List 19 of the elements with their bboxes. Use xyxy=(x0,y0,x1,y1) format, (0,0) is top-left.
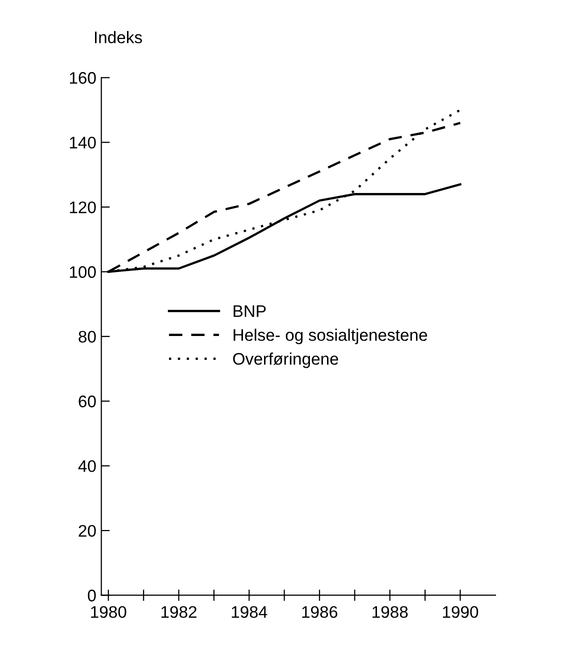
x-tick-label: 1982 xyxy=(161,606,196,618)
y-tick-label: 0 xyxy=(88,590,96,602)
y-axis-title: Indeks xyxy=(94,31,142,44)
x-tick-label: 1980 xyxy=(91,606,126,618)
y-tick-label: 160 xyxy=(70,72,96,84)
x-tick-label: 1984 xyxy=(232,606,268,618)
y-tick-label: 20 xyxy=(78,524,96,537)
legend-label: Helse- og sosialtjenestene xyxy=(234,328,428,344)
y-tick-label: 60 xyxy=(78,396,96,408)
y-tick-label: 140 xyxy=(70,136,96,149)
y-tick-label: 120 xyxy=(70,201,96,214)
x-tick-label: 1986 xyxy=(302,606,338,618)
x-tick-label: 1988 xyxy=(372,606,408,618)
legend-label: BNP xyxy=(234,305,266,317)
y-tick-label: 40 xyxy=(78,460,96,472)
y-tick-label: 100 xyxy=(70,266,96,278)
legend-label: Overføringene xyxy=(233,352,338,368)
x-tick-label: 1990 xyxy=(442,606,478,618)
y-tick-label: 80 xyxy=(78,330,96,343)
